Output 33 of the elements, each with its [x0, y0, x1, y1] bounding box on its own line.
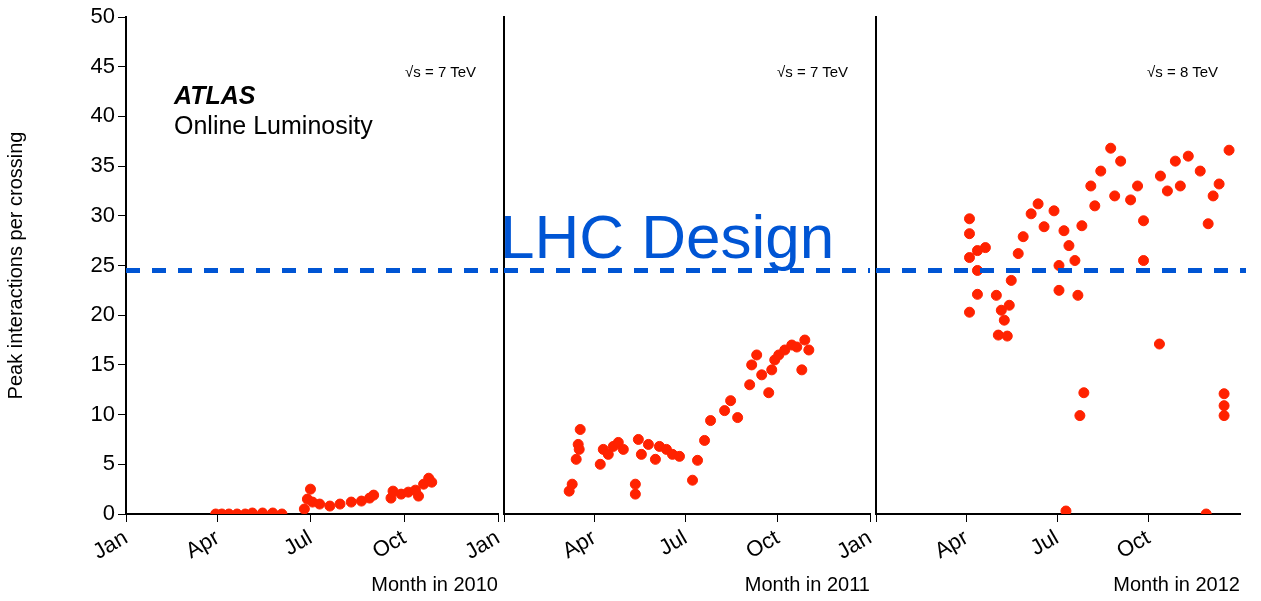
x-tick-label: Jul [279, 524, 316, 561]
y-tick-label: 5 [102, 450, 115, 476]
x-tick-label: Jul [654, 524, 692, 561]
x-axis-title: Month in 2012 [1113, 572, 1240, 595]
y-tick-label: 45 [90, 52, 115, 78]
annotation: ATLAS [173, 80, 256, 109]
x-tick-label: Apr [181, 524, 224, 564]
y-axis-title: Peak interactions per crossing [3, 131, 26, 400]
y-tick-label: 40 [90, 102, 115, 128]
x-axis-title: Month in 2011 [744, 572, 870, 595]
y-tick-label: 0 [102, 500, 115, 526]
x-tick-label: Oct [741, 524, 784, 564]
annotation: √s = 7 TeV [405, 63, 476, 81]
y-tick-label: 25 [90, 251, 115, 277]
x-tick-label: Jan [88, 524, 132, 564]
y-tick-label: 30 [90, 201, 115, 227]
x-axis-title: Month in 2010 [371, 572, 498, 595]
x-tick-label: Jan [460, 524, 504, 564]
x-tick-label: Jul [1025, 524, 1063, 561]
x-tick-label: Apr [557, 524, 600, 564]
y-tick-label: 15 [90, 350, 115, 376]
x-tick-label: Oct [367, 524, 410, 564]
x-tick-label: Jan [832, 524, 876, 564]
x-tick-label: Apr [929, 524, 973, 564]
y-tick-label: 20 [90, 301, 115, 327]
ref-line-label: LHC Design [500, 202, 835, 272]
annotation: √s = 8 TeV [1147, 63, 1218, 81]
y-tick-label: 35 [90, 152, 115, 178]
y-tick-label: 50 [90, 3, 115, 29]
x-tick-label: Oct [1111, 524, 1155, 564]
annotation: Online Luminosity [174, 110, 374, 139]
annotation: √s = 7 TeV [777, 63, 848, 81]
y-tick-label: 10 [90, 400, 115, 426]
